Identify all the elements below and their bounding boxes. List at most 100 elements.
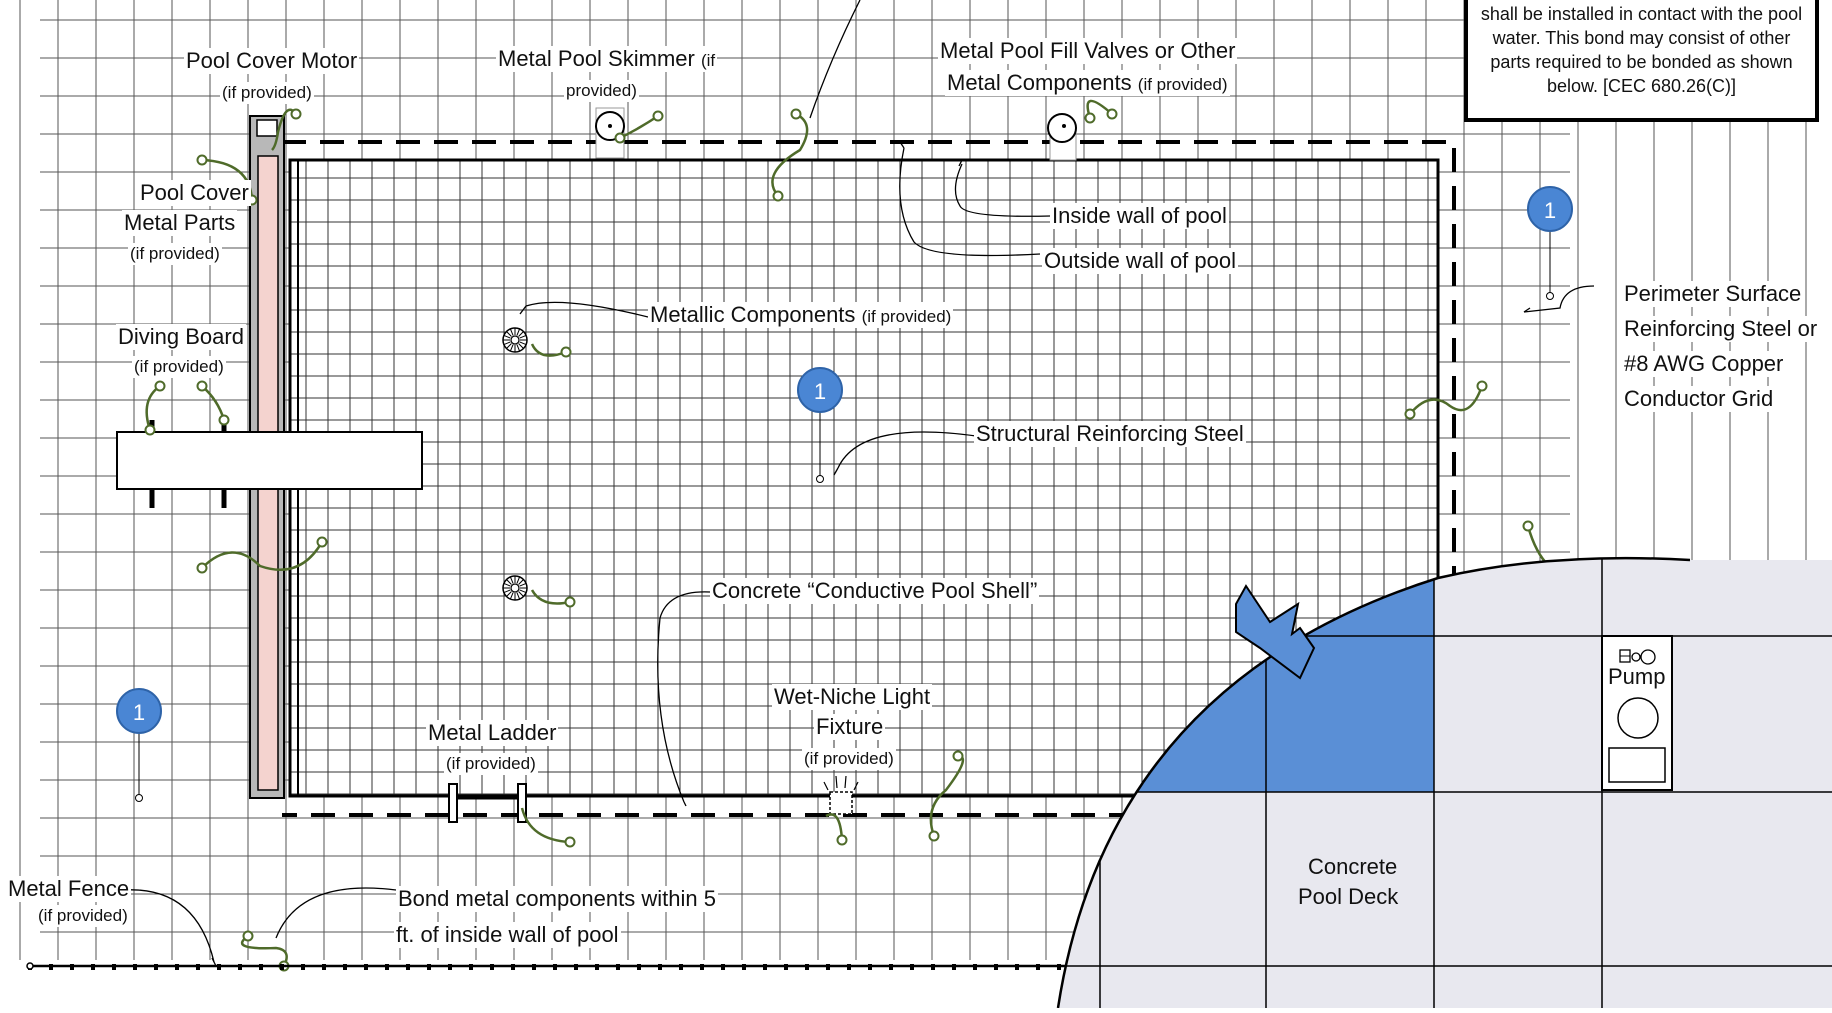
metallic-component-spoke <box>509 328 514 336</box>
metallic-component-spoke <box>516 592 521 600</box>
metallic-component-spoke <box>516 328 521 336</box>
bonding-wire <box>271 108 298 151</box>
fence-post <box>70 964 74 970</box>
fence-post <box>721 964 725 970</box>
pump-motor <box>1617 697 1659 739</box>
bonding-wire <box>201 385 226 421</box>
fence-post <box>406 964 410 970</box>
fence-post <box>805 964 809 970</box>
metallic-component-spoke <box>503 334 511 339</box>
fence-post <box>448 964 452 970</box>
metallic-component-spoke <box>516 576 521 584</box>
badge-anchor <box>1546 292 1554 300</box>
skimmer-title: Metal Pool Skimmer <box>498 46 695 71</box>
fence-post <box>952 964 956 970</box>
fence-post <box>175 964 179 970</box>
fence-post <box>889 964 893 970</box>
pool-deck-label: Concrete <box>1308 854 1398 879</box>
reference-badge: 1 <box>1527 186 1573 232</box>
outside-wall-label: Outside wall of pool <box>1042 248 1238 274</box>
ladder-post-left <box>448 783 458 823</box>
fence-post <box>259 964 263 970</box>
bond-within-label: Bond metal components within 5 <box>396 886 718 912</box>
fill-valves-note: (if provided) <box>1137 75 1228 94</box>
bonding-connector <box>652 110 664 122</box>
fence-post <box>742 964 746 970</box>
badge-anchor <box>816 475 824 483</box>
fence-post <box>1036 964 1040 970</box>
pump-label: Pump <box>1608 664 1666 689</box>
metallic-components-label: Metallic Components (if provided) <box>648 302 954 328</box>
bonding-connector <box>564 836 576 848</box>
metal-fill-valves-label-2: Metal Components (if provided) <box>945 70 1230 96</box>
bonding-connector <box>290 108 302 120</box>
fence-post <box>910 964 914 970</box>
fence-post <box>973 964 977 970</box>
metallic-component-hub <box>510 335 520 345</box>
skimmer-note-a: (if <box>700 51 716 70</box>
metallic-component-spoke <box>506 579 512 585</box>
fence-post <box>301 964 305 970</box>
perimeter-surface-label-3: #8 AWG Copper <box>1622 351 1786 377</box>
fence-post <box>427 964 431 970</box>
bonding-connector <box>614 132 626 144</box>
bonding-connector <box>316 536 328 548</box>
metal-fence-label: Metal Fence <box>6 876 132 902</box>
metallic-component-spoke <box>519 334 527 339</box>
fence-post <box>238 964 242 970</box>
fence-post <box>364 964 368 970</box>
metallic-component-spoke <box>509 592 514 600</box>
metallic-component-spoke <box>519 341 527 346</box>
metallic-component-icon <box>502 575 528 601</box>
fence-post <box>1015 964 1019 970</box>
metallic-component-spoke <box>503 589 511 594</box>
fence-post <box>217 964 221 970</box>
bonding-wire <box>771 112 809 197</box>
metal-ladder-note: (if provided) <box>444 753 538 775</box>
bonding-wire <box>929 754 965 837</box>
bonding-connector <box>144 424 156 436</box>
metallic-component-spoke <box>509 344 514 352</box>
bond-within-label-2: ft. of inside wall of pool <box>394 922 621 948</box>
metal-fence-note: (if provided) <box>36 905 130 927</box>
metallic-component-spoke <box>506 343 512 349</box>
metallic-component-spoke <box>509 576 514 584</box>
metallic-component-spoke <box>518 343 524 349</box>
metallic-note: (if provided) <box>861 307 952 326</box>
callout-line-3: parts required to be bonded as shown <box>1490 52 1793 72</box>
pump-base <box>1608 747 1666 783</box>
bonding-connector <box>772 190 784 202</box>
bonding-connector <box>196 154 208 166</box>
bonding-wire <box>520 807 571 844</box>
fence-post <box>133 964 137 970</box>
deck-highlight <box>1100 575 1434 792</box>
metallic-component-spoke <box>503 582 511 587</box>
fence-post <box>784 964 788 970</box>
fence-post <box>994 964 998 970</box>
fence-post <box>847 964 851 970</box>
fence-post <box>532 964 536 970</box>
metallic-component-spoke <box>519 582 527 587</box>
fence-post <box>868 964 872 970</box>
bonding-connector <box>196 562 208 574</box>
fence-post <box>826 964 830 970</box>
callout-line-1: shall be installed in contact with the p… <box>1480 4 1803 24</box>
metallic-component-spoke <box>506 591 512 597</box>
light-fixture <box>829 791 853 815</box>
bonding-connector <box>560 346 572 358</box>
fence-post <box>91 964 95 970</box>
fence-post <box>658 964 662 970</box>
diving-board-label: Diving Board <box>116 324 246 350</box>
bonding-wire <box>241 934 288 967</box>
pool-cover-metal-parts-label: Pool Cover <box>138 180 251 206</box>
pool-cover-motor-label: Pool Cover Motor <box>184 48 360 74</box>
fence-post <box>595 964 599 970</box>
fence-post <box>196 964 200 970</box>
diving-board-note: (if provided) <box>132 356 226 378</box>
bonding-wire <box>201 541 324 571</box>
code-callout-box: shall be installed in contact with the p… <box>1464 0 1819 122</box>
bonding-connector <box>1106 108 1118 120</box>
pool-deck-label-2: Pool Deck <box>1298 884 1399 909</box>
callout-line-4: below. [CEC 680.26(C)] <box>1546 76 1737 96</box>
